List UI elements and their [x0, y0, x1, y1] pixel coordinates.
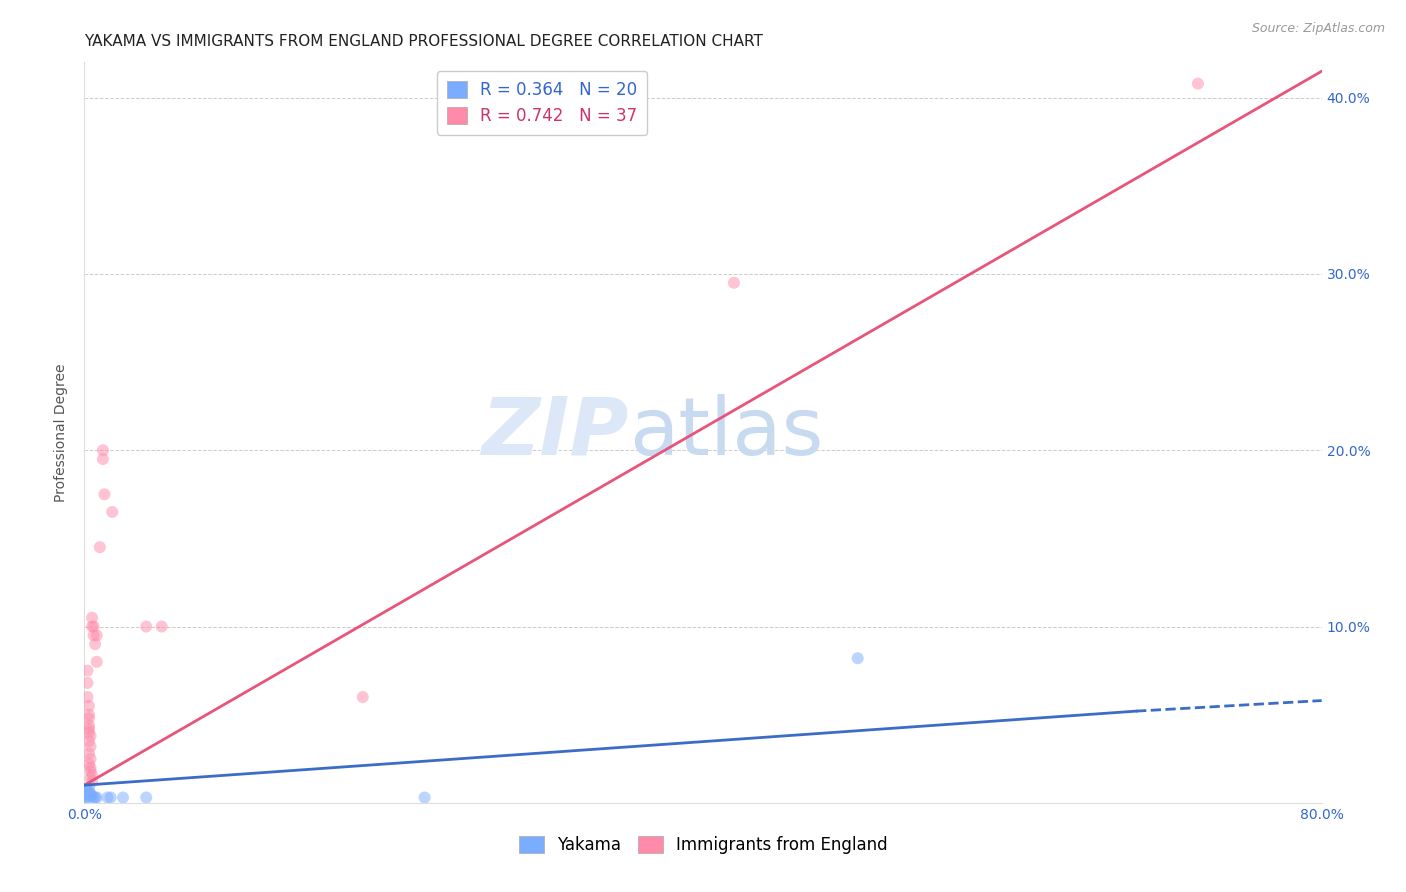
Point	[83, 619, 105, 633]
Point	[135, 790, 157, 805]
Point	[101, 505, 124, 519]
Point	[86, 655, 108, 669]
Y-axis label: Professional Degree: Professional Degree	[55, 363, 69, 502]
Point	[84, 637, 107, 651]
Text: atlas: atlas	[628, 393, 823, 472]
Text: ZIP: ZIP	[481, 393, 628, 472]
Point	[77, 785, 100, 799]
Point	[82, 774, 104, 789]
Point	[84, 790, 107, 805]
Point	[86, 628, 108, 642]
Point	[91, 443, 114, 458]
Point	[135, 619, 157, 633]
Point	[75, 787, 97, 801]
Point	[79, 760, 101, 774]
Point	[77, 698, 100, 713]
Point	[79, 771, 101, 785]
Point	[86, 790, 108, 805]
Point	[77, 781, 100, 796]
Point	[83, 790, 105, 805]
Point	[79, 787, 101, 801]
Point	[82, 789, 104, 803]
Point	[79, 789, 101, 803]
Point	[96, 790, 118, 805]
Point	[75, 781, 97, 796]
Point	[79, 739, 101, 754]
Point	[82, 619, 104, 633]
Legend: Yakama, Immigrants from England: Yakama, Immigrants from England	[512, 830, 894, 861]
Point	[76, 690, 98, 704]
Point	[82, 610, 104, 624]
Point	[352, 690, 374, 704]
Point	[112, 790, 135, 805]
Point	[846, 651, 869, 665]
Point	[82, 767, 104, 781]
Text: YAKAMA VS IMMIGRANTS FROM ENGLAND PROFESSIONAL DEGREE CORRELATION CHART: YAKAMA VS IMMIGRANTS FROM ENGLAND PROFES…	[84, 34, 763, 49]
Point	[100, 790, 122, 805]
Point	[76, 790, 98, 805]
Point	[91, 452, 114, 467]
Point	[79, 729, 101, 743]
Point	[77, 757, 100, 772]
Point	[723, 276, 745, 290]
Point	[77, 707, 100, 722]
Point	[76, 664, 98, 678]
Point	[77, 725, 100, 739]
Point	[77, 711, 100, 725]
Point	[77, 718, 100, 732]
Point	[79, 764, 101, 778]
Point	[83, 628, 105, 642]
Point	[77, 734, 100, 748]
Point	[76, 676, 98, 690]
Point	[77, 722, 100, 736]
Point	[77, 747, 100, 761]
Point	[413, 790, 436, 805]
Point	[79, 752, 101, 766]
Point	[76, 783, 98, 797]
Point	[89, 540, 111, 554]
Point	[93, 487, 115, 501]
Text: Source: ZipAtlas.com: Source: ZipAtlas.com	[1251, 22, 1385, 36]
Point	[150, 619, 173, 633]
Point	[1187, 77, 1209, 91]
Point	[75, 790, 97, 805]
Point	[76, 789, 98, 803]
